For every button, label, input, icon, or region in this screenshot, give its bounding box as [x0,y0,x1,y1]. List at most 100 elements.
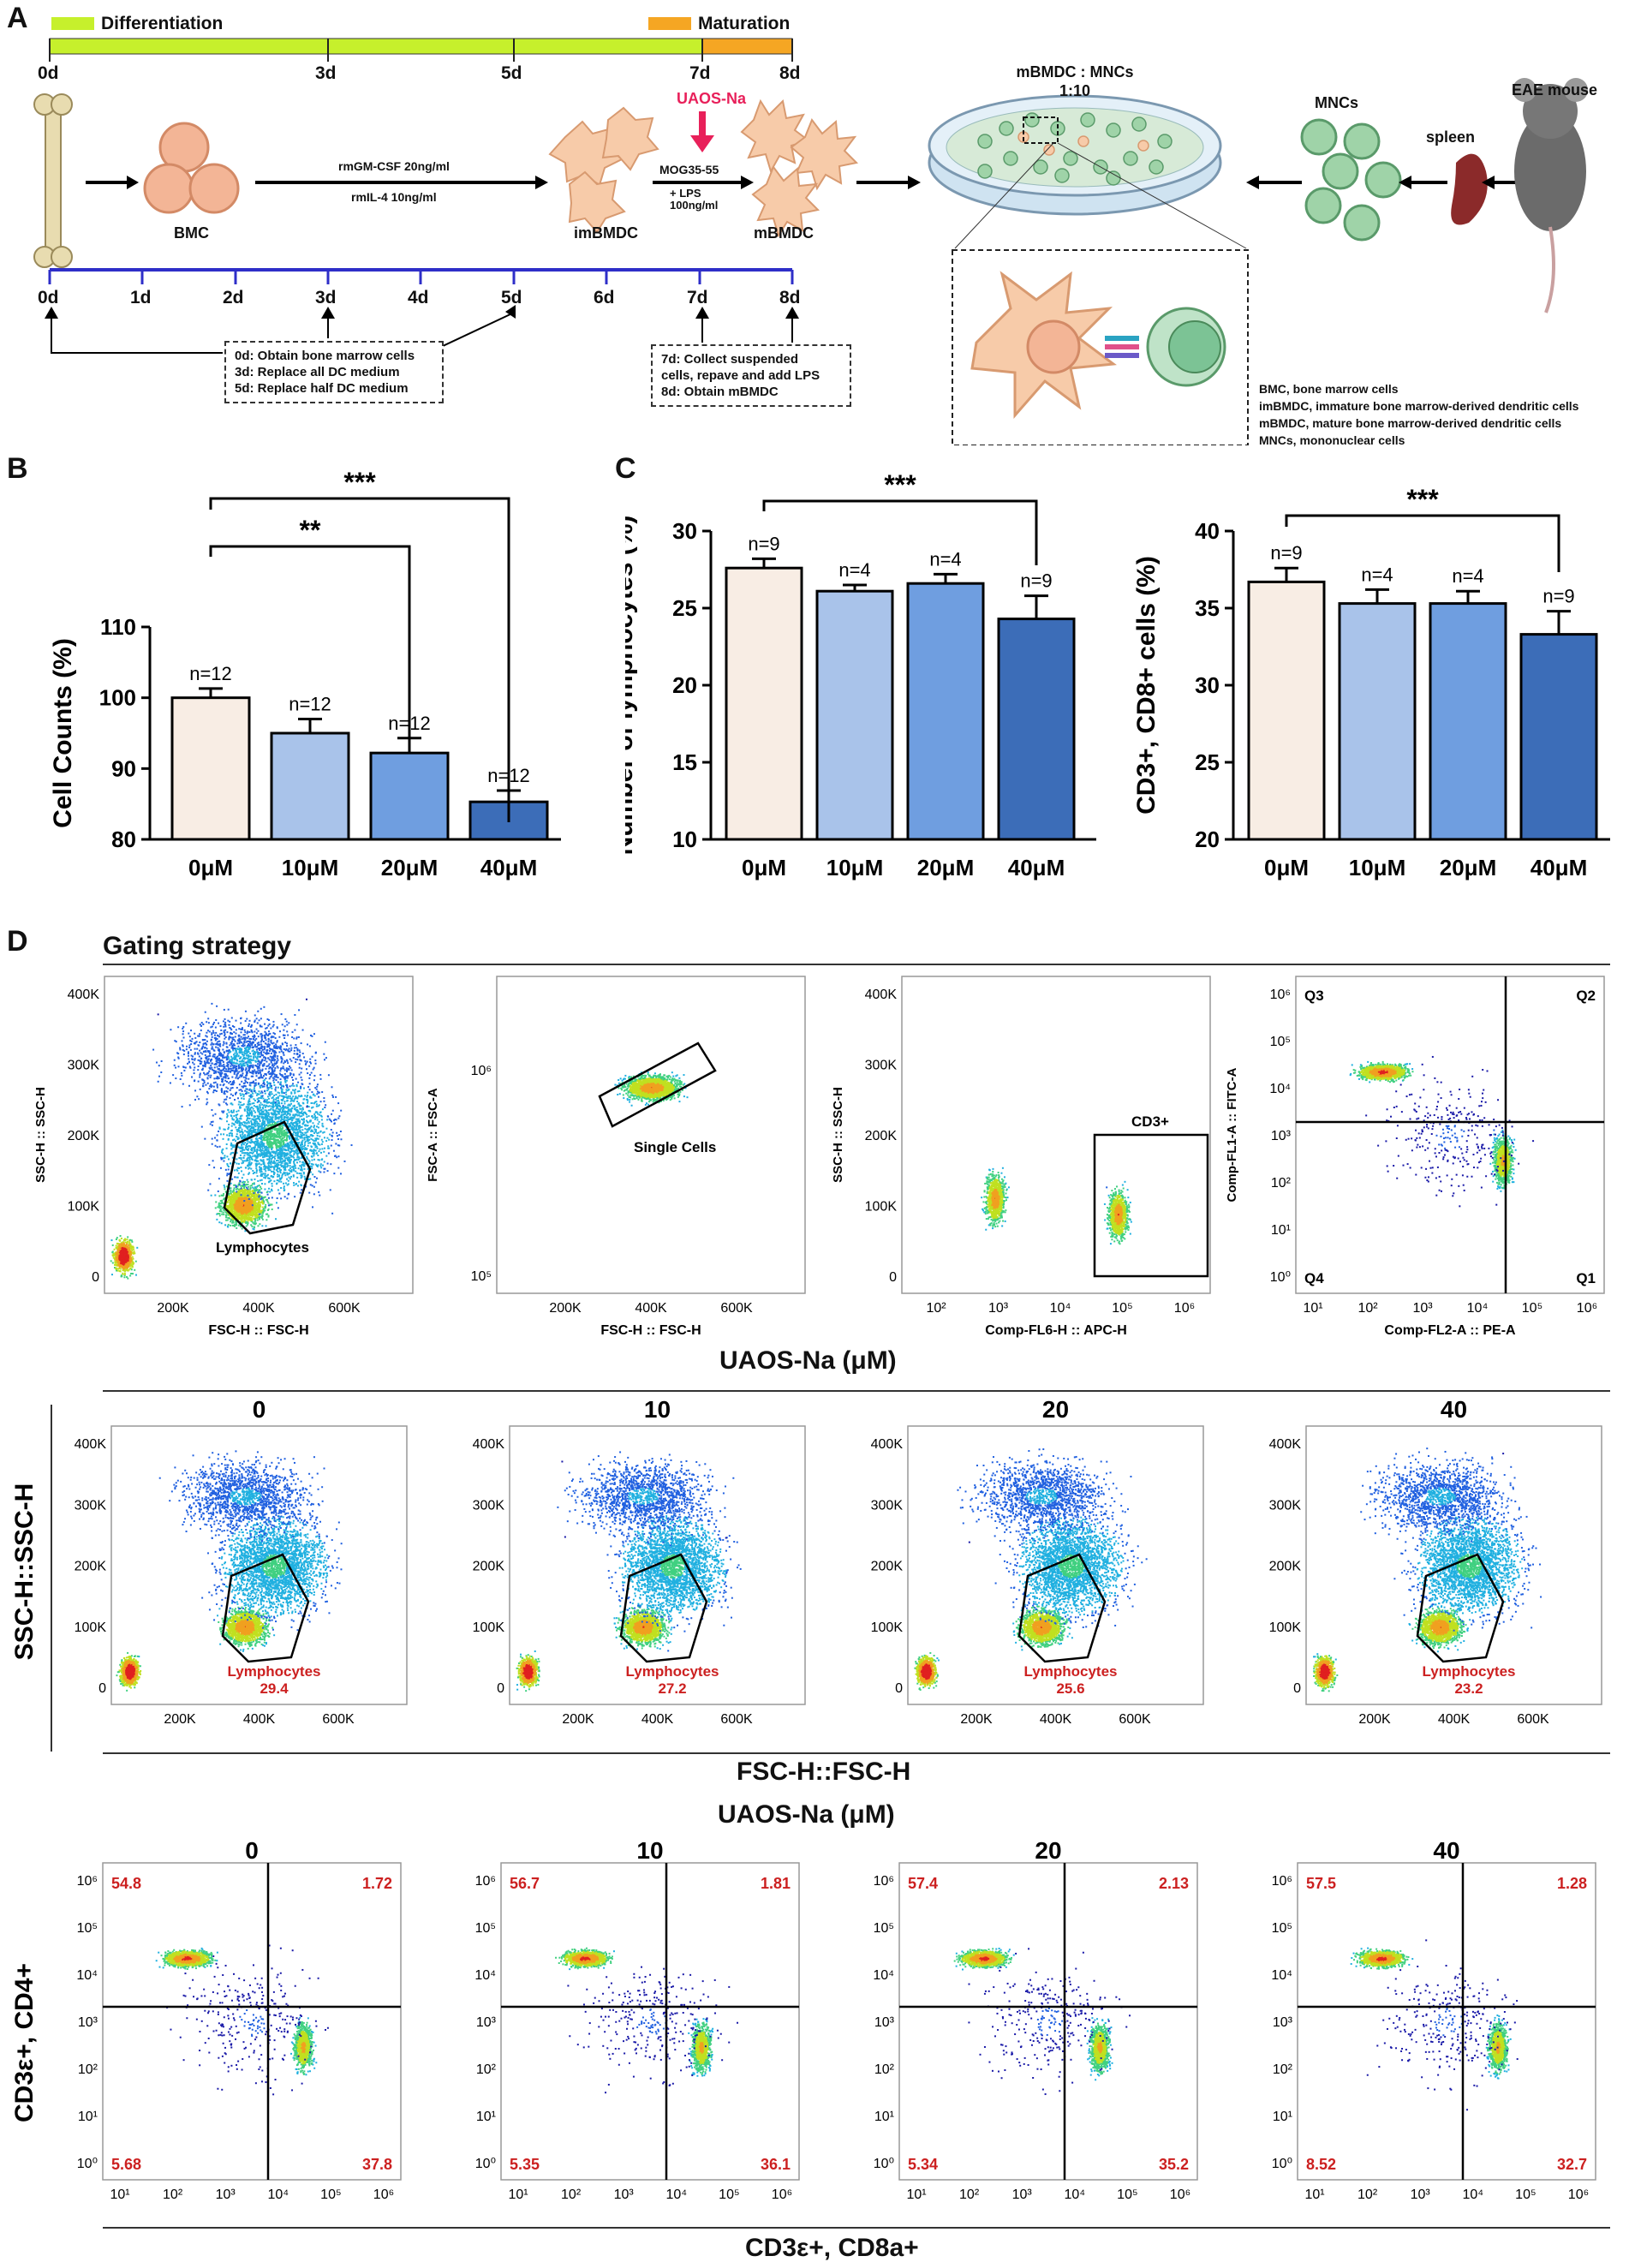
y-axis-label: SSC-H :: SSC-H [831,1087,845,1183]
dose-label: 20 [1042,1396,1069,1423]
y-tick-label: 10⁵ [1270,1035,1291,1049]
x-tick-label: 600K [720,1712,753,1727]
gate-label: Lymphocytes [626,1663,719,1680]
bottom-tick-8d: 8d [779,288,801,308]
x-tick-label: 10⁶ [1174,1301,1195,1316]
y-tick-label: 10 [672,827,697,852]
y-axis-label: SSC-H :: SSC-H [33,1087,48,1183]
y-tick-label: 10⁰ [475,2157,496,2171]
bottom-tick-7d: 7d [687,288,708,308]
y-tick-label: 0 [497,1681,504,1696]
quadrant-value-q3: 57.5 [1306,1875,1336,1892]
imbmdc-cells-icon [548,106,659,234]
bar [725,566,803,841]
y-tick-label: 200K [1269,1560,1302,1574]
x-tick-label: 400K [1438,1712,1471,1727]
y-tick-label: 90 [111,755,136,781]
lymphocyte-gate [1416,1553,1505,1663]
significance-bracket [1285,514,1560,572]
x-tick-label: 0μM [742,855,786,880]
y-tick-label: 10⁵ [874,1921,894,1936]
y-tick-label: 10² [476,2062,497,2077]
maturation-label: Maturation [698,14,790,34]
plot-frame [500,1862,800,2181]
panel-d-letter: D [7,925,28,958]
x-tick-label: 600K [720,1301,753,1316]
panel-c-letter: C [615,452,636,486]
quadrant-value-q3: 57.4 [908,1875,938,1892]
note2-line: 7d: Collect suspended [661,351,841,367]
lps-label: + LPS [670,187,701,200]
y-tick-label: 100K [865,1200,898,1215]
bar [1247,580,1326,841]
x-tick-label: 400K [641,1712,674,1727]
bar [369,751,450,841]
gate-label: Lymphocytes [216,1239,309,1256]
scatter-points [614,1071,689,1107]
scatter-points [981,1167,1132,1245]
significance-stars: *** [343,467,376,498]
x-tick-label: 200K [960,1712,993,1727]
n-label: n=9 [1020,570,1052,592]
bottom-tick-2d: 2d [223,288,244,308]
y-tick-label: 200K [75,1560,107,1574]
x-tick-label: 10³ [1412,1301,1433,1316]
note2-line: 8d: Obtain mBMDC [661,384,841,400]
x-tick-label: 10² [926,1301,946,1316]
y-tick-label: 300K [871,1498,904,1513]
y-tick-label: 10¹ [1271,1223,1291,1238]
y-tick-label: 20 [672,672,697,698]
y-tick-label: 10⁴ [474,1968,496,1983]
y-tick-label: 10⁶ [874,1874,894,1889]
y-tick-label: 400K [75,1437,107,1452]
x-tick-label: 0μM [188,855,233,880]
quadrant-value-q1: 35.2 [1159,2156,1189,2173]
x-tick-label: 10³ [614,2187,635,2202]
y-tick-label: 0 [895,1681,903,1696]
x-tick-label: 10μM [826,855,884,880]
bottom-tick-4d: 4d [408,288,429,308]
y-tick-label: 10⁵ [77,1921,98,1936]
quadrant-value-q2: 1.28 [1557,1875,1587,1892]
x-tick-label: 10¹ [508,2187,528,2202]
y-tick-label: 100K [871,1620,904,1635]
bar [1338,602,1417,841]
mog-label: MOG35-55 [659,163,719,176]
quadrant-value-q1: 32.7 [1557,2156,1587,2173]
y-tick-label: 25 [1195,749,1220,775]
y-tick-label: 10³ [476,2015,497,2030]
gate-label: Single Cells [634,1139,716,1155]
row3-xaxis-rule [103,2227,1610,2229]
lymphocyte-gate [221,1553,310,1663]
x-tick-label: 10² [1358,2187,1378,2202]
top-tick-7d: 7d [689,63,711,84]
x-tick-label: 10⁶ [1568,2187,1589,2202]
quadrant-value-q4: 5.35 [510,2156,540,2173]
bar [270,731,350,841]
x-tick-label: 40μM [1008,855,1065,880]
y-axis-label: Number of lymphocytes (%) [625,516,638,856]
gate-percentage: 23.2 [1454,1680,1483,1697]
x-axis-label: Comp-FL6-H :: APC-H [985,1323,1127,1338]
x-tick-label: 10³ [216,2187,236,2202]
y-tick-label: 10¹ [78,2110,98,2124]
bar [906,582,985,841]
significance-bracket [209,497,510,822]
x-tick-label: 10¹ [110,2187,129,2202]
spleen-label: spleen [1426,128,1475,146]
y-tick-label: 10⁵ [471,1269,492,1284]
y-tick-label: 200K [68,1129,100,1143]
abbreviation-legend: BMC, bone marrow cells imBMDC, immature … [1259,380,1578,449]
dose-label: 0 [245,1837,259,1864]
y-tick-label: 10⁴ [873,1968,894,1983]
y-tick-label: 10² [1273,2062,1293,2077]
bone-icon [33,93,73,268]
row3-ylabel: CD3ε+, CD4+ [10,1963,39,2122]
differentiation-label: Differentiation [101,14,223,34]
single-cells-gate [598,1041,717,1128]
petri-dish-icon [928,94,1222,216]
x-tick-label: 400K [243,1712,276,1727]
x-tick-label: 10¹ [906,2187,926,2202]
note1-line: 5d: Replace half DC medium [235,380,433,397]
